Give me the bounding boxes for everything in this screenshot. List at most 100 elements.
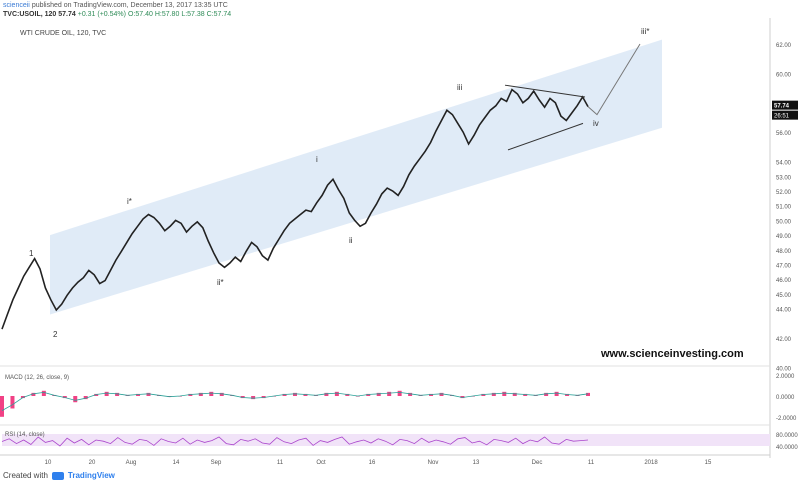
macd-bar (544, 392, 549, 396)
y-tick-label: 53.00 (776, 175, 792, 181)
y-tick-label: 49.00 (776, 234, 792, 240)
x-tick-label: 20 (89, 460, 96, 466)
macd-bar (31, 392, 36, 396)
macd-bar (324, 392, 329, 396)
macd-bar (73, 396, 78, 403)
macd-bar (41, 390, 46, 396)
x-tick-label: 14 (173, 460, 180, 466)
macd-bar (366, 393, 371, 396)
y-tick-label: 54.00 (776, 161, 792, 167)
x-tick-label: 15 (705, 460, 712, 466)
high-value: 57.80 (161, 11, 180, 18)
macd-bar (345, 393, 350, 396)
price-channel (50, 39, 662, 315)
macd-bar (586, 392, 590, 396)
macd-bar (219, 392, 224, 396)
symbol-info: TVC:USOIL, 120 57.74 +0.31 (+0.54%) O:57… (3, 11, 232, 18)
rsi-line (1, 436, 589, 447)
symbol-label: TVC:USOIL, 120 (3, 11, 57, 18)
macd-title: MACD (12, 26, close, 9) (5, 375, 69, 381)
y-tick-label: 40.00 (776, 366, 792, 372)
macd-bar (146, 392, 151, 396)
price-change: +0.31 (+0.54%) (77, 11, 126, 18)
wave-label: ii (349, 236, 353, 245)
y-tick-label: 52.00 (776, 190, 792, 196)
x-tick-label: 11 (588, 460, 595, 466)
macd-bar (282, 393, 287, 396)
macd-bar (104, 391, 109, 396)
projection-line (587, 43, 641, 116)
y-tick-label: 47.00 (776, 263, 792, 269)
rsi-panel: RSI (14, close) 80.0000 40.0000 (0, 424, 798, 451)
macd-tick-label: 0.0000 (776, 395, 795, 401)
footer: Created with TradingView (3, 471, 115, 480)
macd-bar (303, 393, 308, 396)
watermark: www.scienceinvesting.com (600, 348, 744, 360)
rsi-title: RSI (14, close) (5, 432, 45, 438)
macd-bar (387, 391, 392, 396)
macd-bar (209, 391, 214, 396)
x-tick-label: Aug (126, 460, 137, 466)
macd-bar (261, 396, 266, 399)
low-value: 57.38 (187, 11, 205, 18)
macd-bar (565, 393, 570, 396)
y-tick-label: 60.00 (776, 72, 792, 78)
rsi-band (2, 434, 770, 446)
chart-title: WTI CRUDE OIL, 120, TVC (20, 30, 106, 37)
y-tick-label: 48.00 (776, 249, 792, 255)
created-with-text: Created with (3, 471, 48, 480)
tradingview-link[interactable]: TradingView (67, 471, 115, 480)
publisher-link[interactable]: scienceii (3, 2, 30, 9)
publish-text: published on TradingView.com, December 1… (31, 2, 228, 9)
macd-bar (408, 392, 413, 396)
macd-bar (251, 396, 256, 400)
y-tick-label: 62.00 (776, 43, 792, 49)
x-tick-label: Sep (211, 460, 222, 466)
rsi-tick-label: 40.0000 (776, 445, 798, 451)
macd-bar (439, 392, 444, 396)
macd-bar (240, 396, 245, 399)
macd-tick-label: 2.0000 (776, 374, 795, 380)
macd-signal-line (1, 391, 589, 411)
macd-bar (502, 391, 507, 396)
y-tick-label: 44.00 (776, 308, 792, 314)
macd-bar (83, 396, 88, 400)
triangle-upper-line (504, 84, 586, 98)
macd-tick-label: -2.0000 (776, 416, 797, 422)
rsi-tick-label: 80.0000 (776, 433, 798, 439)
macd-bar (334, 391, 339, 396)
x-tick-label: Oct (316, 460, 326, 466)
macd-bar (397, 390, 402, 396)
wave-label: i (316, 155, 318, 164)
x-tick-label: 13 (473, 460, 480, 466)
x-tick-label: 16 (369, 460, 376, 466)
y-tick-label: 46.00 (776, 278, 792, 284)
y-tick-label: 56.00 (776, 131, 792, 137)
close-value: 57.74 (213, 11, 232, 18)
macd-bar (523, 393, 528, 396)
y-tick-label: 45.00 (776, 293, 792, 299)
macd-bar (512, 392, 517, 396)
x-tick-label: 2018 (644, 460, 658, 466)
y-tick-label: 51.00 (776, 205, 792, 211)
price-line (1, 88, 589, 330)
price-label-box (772, 100, 798, 110)
x-tick-label: Dec (532, 460, 543, 466)
x-tick-label: 11 (277, 460, 284, 466)
time-label: 26:51 (774, 114, 790, 120)
macd-bar (293, 392, 297, 396)
wave-label: iii (457, 83, 463, 92)
last-price: 57.74 (58, 11, 76, 18)
wave-label: iv (593, 119, 599, 128)
triangle-lower-line (507, 122, 584, 151)
macd-bar (429, 393, 434, 396)
macd-bar (10, 396, 15, 409)
publish-info: scienceii published on TradingView.com, … (3, 2, 228, 9)
y-tick-label: 42.00 (776, 337, 792, 343)
price-label: 57.74 (774, 104, 790, 110)
macd-panel: MACD (12, 26, close, 9) 2.0000 0.0000 -2.00… (0, 365, 797, 422)
macd-bar (94, 393, 99, 396)
price-panel: 62.0060.0058.0056.0054.0053.0052.0051.00… (1, 18, 798, 458)
wave-label: i* (127, 197, 132, 206)
